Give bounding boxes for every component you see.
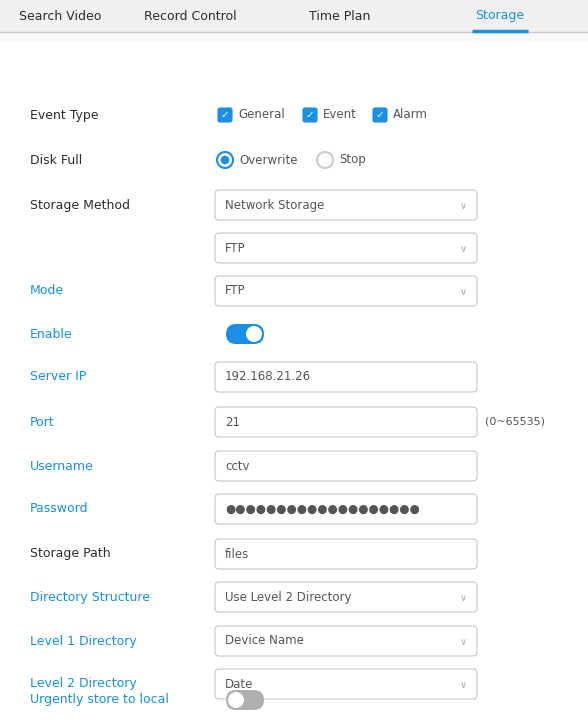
Text: Enable: Enable bbox=[30, 327, 73, 340]
Text: Time Plan: Time Plan bbox=[309, 9, 370, 22]
Text: Mode: Mode bbox=[30, 285, 64, 298]
Text: ✓: ✓ bbox=[306, 110, 315, 120]
Text: Server IP: Server IP bbox=[30, 371, 86, 384]
Text: Overwrite: Overwrite bbox=[239, 153, 298, 167]
FancyBboxPatch shape bbox=[215, 494, 477, 524]
Text: (0~65535): (0~65535) bbox=[485, 417, 545, 427]
Text: ∨: ∨ bbox=[459, 244, 466, 254]
Circle shape bbox=[246, 326, 262, 342]
Text: Level 1 Directory: Level 1 Directory bbox=[30, 634, 137, 647]
Text: Event Type: Event Type bbox=[30, 109, 99, 122]
Text: ∨: ∨ bbox=[459, 637, 466, 647]
FancyBboxPatch shape bbox=[215, 276, 477, 306]
FancyBboxPatch shape bbox=[226, 324, 264, 344]
Text: General: General bbox=[238, 109, 285, 122]
FancyBboxPatch shape bbox=[215, 669, 477, 699]
FancyBboxPatch shape bbox=[215, 451, 477, 481]
Circle shape bbox=[228, 692, 244, 708]
Text: Storage: Storage bbox=[476, 9, 524, 22]
Text: Network Storage: Network Storage bbox=[225, 198, 325, 211]
Text: Username: Username bbox=[30, 460, 93, 473]
Circle shape bbox=[222, 156, 229, 164]
FancyBboxPatch shape bbox=[226, 690, 264, 710]
FancyBboxPatch shape bbox=[303, 108, 317, 122]
Bar bbox=[0, 0, 588, 32]
Text: Storage Method: Storage Method bbox=[30, 198, 130, 211]
FancyBboxPatch shape bbox=[215, 233, 477, 263]
Text: Level 2 Directory: Level 2 Directory bbox=[30, 678, 137, 691]
Text: ∨: ∨ bbox=[459, 287, 466, 297]
Text: Urgently store to local: Urgently store to local bbox=[30, 694, 169, 707]
Text: Directory Structure: Directory Structure bbox=[30, 591, 150, 604]
FancyBboxPatch shape bbox=[215, 626, 477, 656]
Text: ✓: ✓ bbox=[376, 110, 385, 120]
FancyBboxPatch shape bbox=[373, 108, 387, 122]
Text: Search Video: Search Video bbox=[19, 9, 101, 22]
Text: Port: Port bbox=[30, 416, 55, 429]
Text: 192.168.21.26: 192.168.21.26 bbox=[225, 371, 311, 384]
FancyBboxPatch shape bbox=[218, 108, 232, 122]
Text: Stop: Stop bbox=[339, 153, 366, 167]
Text: cctv: cctv bbox=[225, 460, 249, 473]
Text: Password: Password bbox=[30, 502, 89, 515]
Text: FTP: FTP bbox=[225, 242, 246, 255]
Text: Storage Path: Storage Path bbox=[30, 547, 111, 560]
FancyBboxPatch shape bbox=[215, 190, 477, 220]
FancyBboxPatch shape bbox=[215, 539, 477, 569]
Text: ∨: ∨ bbox=[459, 593, 466, 603]
Text: Use Level 2 Directory: Use Level 2 Directory bbox=[225, 591, 352, 604]
Text: FTP: FTP bbox=[225, 285, 246, 298]
FancyBboxPatch shape bbox=[215, 407, 477, 437]
Text: ●●●●●●●●●●●●●●●●●●●: ●●●●●●●●●●●●●●●●●●● bbox=[225, 502, 420, 515]
FancyBboxPatch shape bbox=[215, 362, 477, 392]
Text: ✓: ✓ bbox=[220, 110, 229, 120]
Text: Event: Event bbox=[323, 109, 357, 122]
Text: Alarm: Alarm bbox=[393, 109, 428, 122]
FancyBboxPatch shape bbox=[215, 582, 477, 612]
Text: 21: 21 bbox=[225, 416, 240, 429]
Text: Record Control: Record Control bbox=[143, 9, 236, 22]
Text: Device Name: Device Name bbox=[225, 634, 304, 647]
Text: files: files bbox=[225, 547, 249, 560]
Text: Date: Date bbox=[225, 678, 253, 691]
Text: ∨: ∨ bbox=[459, 680, 466, 690]
Text: ∨: ∨ bbox=[459, 201, 466, 211]
Text: Disk Full: Disk Full bbox=[30, 153, 82, 167]
